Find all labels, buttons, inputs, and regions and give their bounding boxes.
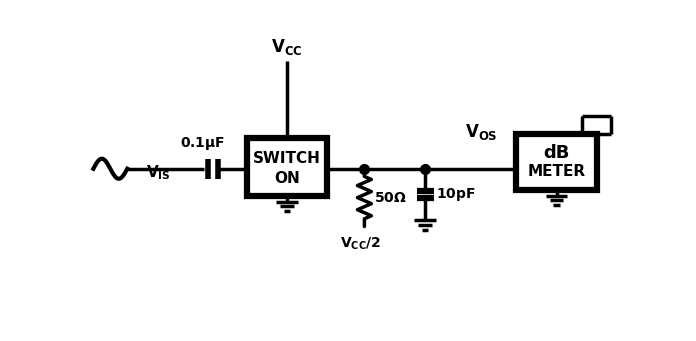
Text: METER: METER bbox=[528, 164, 585, 179]
Text: $\mathbf{10pF}$: $\mathbf{10pF}$ bbox=[436, 186, 475, 203]
Text: $\mathbf{V_{CC}/2}$: $\mathbf{V_{CC}/2}$ bbox=[340, 236, 381, 252]
Bar bbox=[246, 138, 327, 196]
Text: $\mathbf{50\Omega}$: $\mathbf{50\Omega}$ bbox=[374, 191, 407, 205]
Text: dB: dB bbox=[544, 144, 570, 162]
Text: $\mathbf{V_{CC}}$: $\mathbf{V_{CC}}$ bbox=[271, 37, 302, 57]
Bar bbox=[516, 134, 597, 190]
Text: $\mathbf{V_{OS}}$: $\mathbf{V_{OS}}$ bbox=[465, 122, 498, 142]
Text: $\mathbf{0.1\mu F}$: $\mathbf{0.1\mu F}$ bbox=[180, 135, 226, 152]
Text: $\mathbf{V_{IS}}$: $\mathbf{V_{IS}}$ bbox=[146, 163, 171, 182]
Text: ON: ON bbox=[274, 171, 300, 186]
Text: SWITCH: SWITCH bbox=[253, 151, 321, 166]
